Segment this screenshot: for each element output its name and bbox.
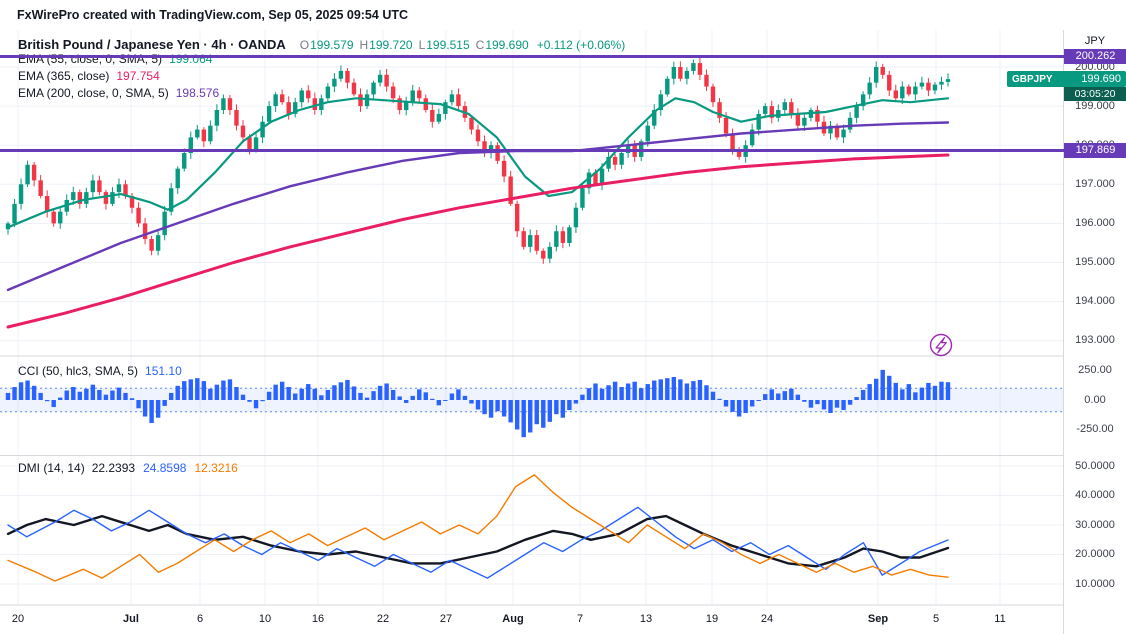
dmi-values: 22.2393 24.8598 12.3216 xyxy=(92,461,246,475)
attribution-bar: FxWirePro created with TradingView.com, … xyxy=(0,0,1126,30)
axis-label: 10.0000 xyxy=(1075,577,1115,590)
cci-label: CCI (50, hlc3, SMA, 5) xyxy=(18,364,139,378)
ema200-value: 198.576 xyxy=(175,86,220,100)
indicator-legend-ema365[interactable]: EMA (365, close) 197.754 xyxy=(18,69,160,83)
ohlc-value: 199.579 xyxy=(310,38,354,52)
ema365-label: EMA (365, close) xyxy=(18,69,110,83)
axis-label: 250.00 xyxy=(1078,364,1112,376)
time-axis-label: 19 xyxy=(705,613,719,625)
ohlc-value: 199.720 xyxy=(369,38,413,52)
ohlc-value: 199.515 xyxy=(426,38,470,52)
price-axis[interactable]: JPY 200.000199.000198.000197.000196.0001… xyxy=(1063,30,1126,634)
cci-histogram xyxy=(5,369,951,438)
indicator-legend-cci[interactable]: CCI (50, hlc3, SMA, 5) 151.10 xyxy=(18,364,182,378)
support-badge: 197.869 xyxy=(1064,142,1126,158)
resistance-badge: 200.262 xyxy=(1064,49,1126,65)
time-axis[interactable]: 20 Jul 6 10 16 22 27 Aug 7 13 19 24 Sep 5 11 xyxy=(0,606,1126,634)
symbol-tag: GBPJPY xyxy=(1012,73,1053,85)
attribution-text: FxWirePro created with TradingView.com, … xyxy=(17,8,409,22)
axis-label: 40.0000 xyxy=(1075,489,1115,501)
time-axis-label: 22 xyxy=(376,613,390,625)
bar-countdown-badge: 03:05:20 xyxy=(1064,87,1126,101)
line-ema200[interactable] xyxy=(6,121,950,292)
time-axis-label: 6 xyxy=(196,613,204,625)
time-axis-label: 16 xyxy=(311,613,325,625)
time-axis-label: 5 xyxy=(932,613,940,625)
ema55-value: 199.064 xyxy=(169,52,213,66)
dmi-label: DMI (14, 14) xyxy=(18,461,85,475)
indicator-legend-dmi[interactable]: DMI (14, 14) 22.2393 24.8598 12.3216 xyxy=(18,461,246,475)
axis-label: 193.000 xyxy=(1075,334,1115,347)
ohlc-letter: H xyxy=(359,38,369,52)
ohlc-letter: C xyxy=(475,38,485,52)
ohlc-values: O199.579 H199.720 L199.515 C199.690 xyxy=(294,37,529,52)
time-axis-label: Sep xyxy=(867,613,889,625)
time-axis-label: 13 xyxy=(639,613,653,625)
symbol-header[interactable]: British Pound / Japanese Yen · 4h · OAND… xyxy=(18,37,625,52)
time-axis-label: 27 xyxy=(439,613,453,625)
time-axis-label: Jul xyxy=(123,613,139,625)
time-axis-label: 7 xyxy=(576,613,584,625)
ohlc-value: 199.690 xyxy=(485,38,529,52)
last-price-badge: GBPJPY 199.690 xyxy=(1007,71,1126,87)
line-adx[interactable] xyxy=(6,514,950,568)
line--di[interactable] xyxy=(7,474,949,582)
indicator-legend-ema55[interactable]: EMA (55, close, 0, SMA, 5) 199.064 xyxy=(18,52,212,66)
axis-label: 195.000 xyxy=(1075,256,1115,268)
axis-label: 194.000 xyxy=(1075,295,1115,308)
ohlc-letter: O xyxy=(299,38,310,52)
axis-label: 20.0000 xyxy=(1075,548,1115,560)
axis-label: 196.000 xyxy=(1075,216,1115,229)
time-axis-label: 10 xyxy=(258,613,272,625)
ohlc-letter: L xyxy=(418,38,426,52)
line-+di[interactable] xyxy=(7,506,949,579)
axis-label: 0.00 xyxy=(1084,393,1106,406)
ema55-label: EMA (55, close, 0, SMA, 5) xyxy=(18,52,163,66)
cci-value: 151.10 xyxy=(145,364,182,378)
dmi-value: 12.3216 xyxy=(194,461,238,475)
axis-label: 30.0000 xyxy=(1075,518,1115,531)
dmi-value: 24.8598 xyxy=(143,461,187,475)
time-axis-label: 11 xyxy=(994,613,1006,625)
line-ema365[interactable] xyxy=(6,153,950,329)
lightning-icon[interactable] xyxy=(929,333,953,357)
resistance-line[interactable] xyxy=(0,55,1064,59)
indicator-legend-ema200[interactable]: EMA (200, close, 0, SMA, 5) 198.576 xyxy=(18,86,219,100)
dmi-value: 22.2393 xyxy=(91,461,136,475)
axis-label: -250.00 xyxy=(1076,423,1114,435)
axis-label: 50.0000 xyxy=(1075,459,1115,472)
axis-label: 199.000 xyxy=(1075,99,1115,112)
time-axis-label: 20 xyxy=(11,613,25,625)
ema200-label: EMA (200, close, 0, SMA, 5) xyxy=(18,86,169,100)
support-line[interactable] xyxy=(0,148,1064,152)
ema365-value: 197.754 xyxy=(116,69,160,83)
time-axis-label: Aug xyxy=(502,613,524,625)
axis-label: 197.000 xyxy=(1075,177,1115,190)
time-axis-label: 24 xyxy=(760,613,774,625)
price-change: +0.112 (+0.06%) xyxy=(536,38,626,52)
line-ema55[interactable] xyxy=(6,97,950,229)
last-price-value: 199.690 xyxy=(1081,73,1121,85)
symbol-title[interactable]: British Pound / Japanese Yen · 4h · OAND… xyxy=(18,37,286,52)
